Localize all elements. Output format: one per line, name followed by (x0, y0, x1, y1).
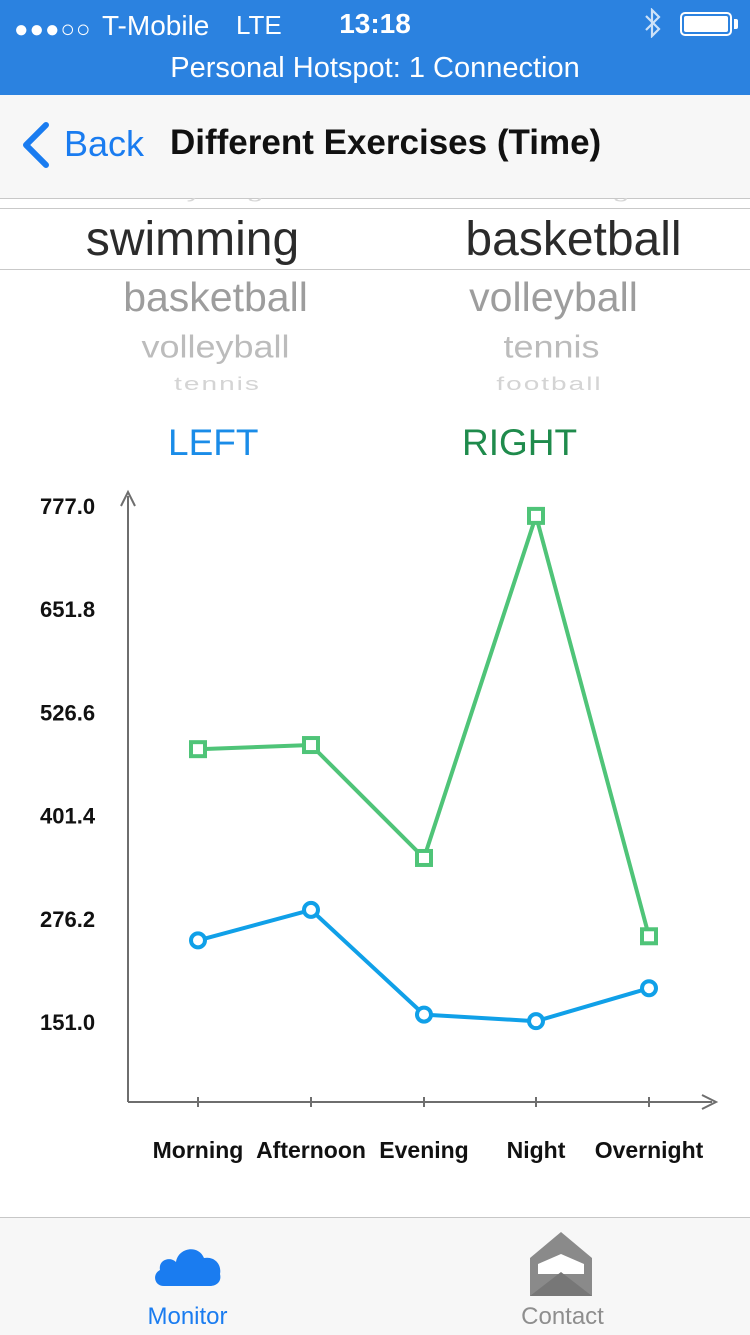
tab-monitor-label: Monitor (147, 1303, 228, 1330)
right-picker-item-above[interactable]: swimming (375, 198, 750, 202)
series-line-left (197, 907, 650, 1024)
left-picker-item[interactable]: basketball (123, 274, 308, 320)
right-picker-item[interactable]: football (496, 373, 603, 394)
left-picker-item[interactable]: volleyball (141, 328, 290, 365)
tab-monitor[interactable]: Monitor (0, 1218, 375, 1335)
battery-icon (680, 12, 732, 36)
envelope-icon (530, 1232, 592, 1296)
data-point-left (302, 900, 320, 919)
exercise-picker[interactable]: cycling swimming basketball volleyball t… (0, 198, 750, 398)
right-series-label: RIGHT (462, 422, 578, 463)
x-axis-arrow (701, 1094, 719, 1110)
x-tick-label: Overnight (595, 1137, 704, 1163)
x-tick-label: Morning (153, 1137, 244, 1163)
left-picker-selected[interactable]: swimming (85, 213, 300, 266)
back-button[interactable]: Back (64, 123, 145, 164)
data-point-right (527, 506, 545, 525)
y-tick-label: 276.2 (40, 907, 95, 932)
right-picker-item[interactable]: tennis (503, 328, 600, 365)
carrier-name: T-Mobile (102, 10, 210, 41)
status-time: 13:18 (339, 8, 411, 39)
x-tick-label: Evening (379, 1137, 468, 1163)
y-tick-label: 526.6 (40, 700, 95, 725)
status-row: ●●●○○ T-Mobile LTE 13:18 (0, 0, 750, 50)
data-point-right (640, 927, 658, 946)
data-point-left (415, 1005, 433, 1024)
bluetooth-icon (642, 7, 664, 45)
status-bar: ●●●○○ T-Mobile LTE 13:18 Personal Hotspo… (0, 0, 750, 95)
hotspot-banner[interactable]: Personal Hotspot: 1 Connection (170, 52, 580, 84)
tab-bar: Monitor Contact (0, 1217, 750, 1335)
page-title: Different Exercises (Time) (170, 123, 602, 162)
y-tick-label: 777.0 (40, 494, 95, 519)
left-series-label: LEFT (168, 422, 259, 463)
data-point-left (189, 931, 207, 950)
right-picker-item[interactable]: volleyball (469, 274, 638, 320)
right-picker-selected[interactable]: basketball (465, 213, 682, 266)
y-axis-arrow (120, 489, 136, 507)
y-tick-label: 151.0 (40, 1010, 95, 1035)
tab-contact-label: Contact (521, 1303, 604, 1330)
tab-contact[interactable]: Contact (375, 1218, 750, 1335)
left-picker-item-above[interactable]: cycling (30, 198, 405, 202)
data-point-right (415, 848, 433, 867)
data-point-left (640, 979, 658, 998)
left-picker-item[interactable]: tennis (174, 373, 261, 394)
navigation-bar: Back Different Exercises (Time) (0, 95, 750, 199)
network-type: LTE (236, 10, 282, 40)
back-chevron-icon[interactable] (18, 119, 58, 171)
picker-selection-bottom-line (0, 269, 750, 270)
cloud-icon (155, 1249, 221, 1286)
data-point-right (302, 736, 320, 755)
series-line-right (197, 513, 651, 937)
battery-tip (734, 19, 738, 29)
exercise-time-line-chart: 777.0 651.8 526.6 401.4 276.2 151.0 Morning Aft… (40, 489, 719, 1163)
y-tick-label: 401.4 (40, 804, 96, 829)
x-tick-label: Night (507, 1137, 566, 1163)
signal-strength-icon: ●●●○○ (14, 16, 92, 43)
y-tick-label: 651.8 (40, 597, 95, 622)
x-tick-label: Afternoon (256, 1137, 366, 1163)
data-point-left (527, 1012, 545, 1031)
data-point-right (189, 740, 207, 759)
picker-selection-top-line (0, 208, 750, 209)
